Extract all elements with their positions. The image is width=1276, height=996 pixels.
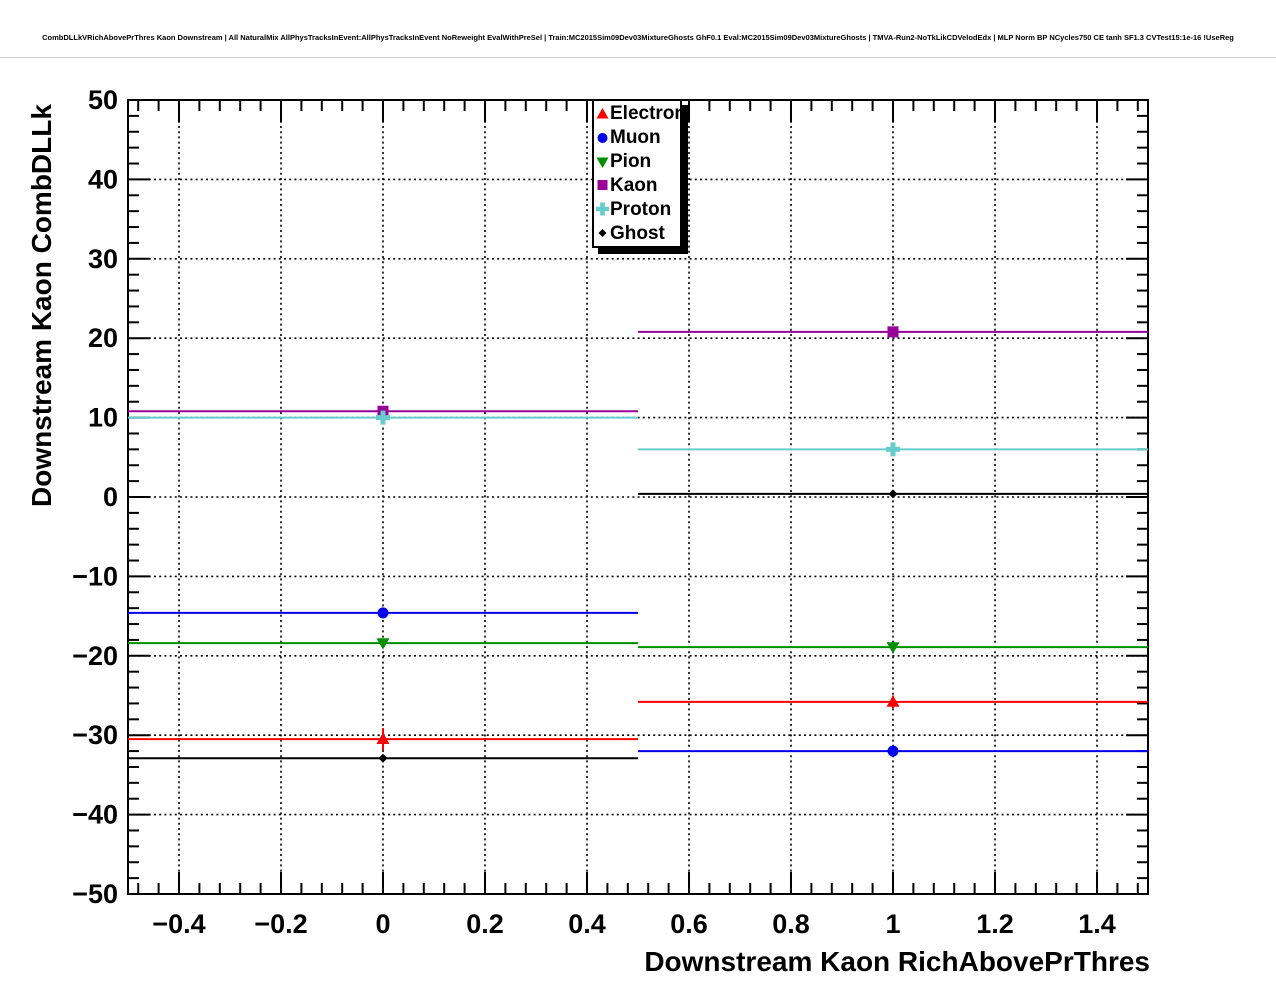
electron-legend-marker-icon [596, 107, 609, 119]
kaon-marker [887, 326, 899, 338]
muon-legend-marker-icon [597, 132, 608, 143]
legend-entry-electron: Electron [596, 102, 686, 125]
ghost-marker-glyph [598, 229, 607, 238]
x-tick-label: −0.2 [254, 909, 307, 939]
x-tick-label: −0.4 [152, 909, 205, 939]
legend-box: Electron Muon Pion Kaon Proton Ghost [592, 99, 686, 248]
legend-label: Kaon [610, 174, 658, 196]
proton-marker-glyph [596, 202, 609, 216]
x-axis-label: Downstream Kaon RichAbovePrThres [644, 946, 1150, 977]
kaon-marker-glyph [597, 180, 608, 191]
muon-marker [887, 745, 899, 757]
pion-legend-marker-icon [596, 157, 609, 168]
x-tick-label: 0.6 [670, 909, 708, 939]
y-tick-label: 0 [103, 482, 118, 512]
legend-entry-pion: Pion [596, 150, 680, 173]
y-tick-label: −20 [72, 641, 118, 671]
ghost-marker [888, 489, 898, 499]
electron-marker-glyph [596, 107, 609, 119]
pion-marker-glyph [596, 157, 609, 168]
x-tick-label: 1 [885, 909, 900, 939]
legend-label: Muon [610, 127, 661, 149]
electron-marker [376, 732, 390, 745]
electron-marker [886, 695, 900, 707]
pion-marker [886, 642, 900, 654]
x-tick-label: 0 [375, 909, 390, 939]
legend-label: Proton [610, 198, 672, 220]
proton-legend-marker-icon [596, 202, 609, 216]
plot-title: CombDLLkVRichAbovePrThres Kaon Downstrea… [42, 33, 1234, 42]
x-tick-label: 0.2 [466, 909, 504, 939]
pad-divider [0, 57, 1276, 58]
x-tick-label: 1.4 [1078, 909, 1116, 939]
legend-entry-proton: Proton [596, 198, 680, 221]
y-tick-label: 10 [88, 403, 118, 433]
y-tick-label: −50 [72, 879, 118, 909]
legend-entry-kaon: Kaon [596, 174, 680, 197]
x-tick-label: 0.4 [568, 909, 606, 939]
y-tick-label: 40 [88, 164, 118, 194]
legend-label: Pion [610, 151, 652, 173]
y-tick-label: 30 [88, 244, 118, 274]
legend-label: Electron [610, 103, 687, 125]
proton-marker [376, 410, 390, 425]
y-tick-label: 20 [88, 323, 118, 353]
ghost-legend-marker-icon [598, 229, 607, 238]
y-axis-label: Downstream Kaon CombDLLk [26, 104, 57, 507]
y-tick-label: −30 [72, 720, 118, 750]
muon-marker [377, 607, 389, 619]
kaon-legend-marker-icon [597, 180, 608, 191]
muon-marker-glyph [597, 132, 608, 143]
legend-label: Ghost [610, 222, 665, 244]
proton-marker [886, 442, 900, 457]
ghost-marker [378, 753, 388, 763]
y-tick-label: −40 [72, 800, 118, 830]
legend-entry-ghost: Ghost [596, 222, 680, 245]
x-tick-label: 1.2 [976, 909, 1014, 939]
y-tick-label: −10 [72, 561, 118, 591]
y-tick-label: 50 [88, 85, 118, 115]
legend-entry-muon: Muon [596, 126, 680, 149]
pion-marker [376, 638, 390, 650]
x-tick-label: 0.8 [772, 909, 810, 939]
